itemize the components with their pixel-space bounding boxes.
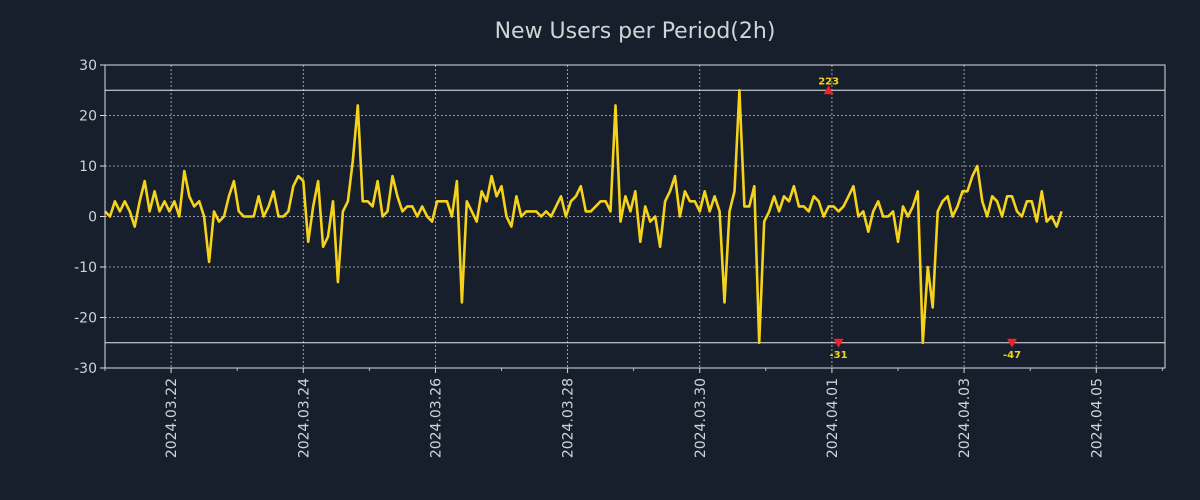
x-tick-label: 2024.04.05 [1089,378,1105,458]
series-layer [104,89,1063,345]
y-tick-label: -30 [74,361,97,377]
y-tick-label: 0 [88,210,97,226]
x-tick-label: 2024.03.30 [693,378,709,458]
y-tick-label: -20 [74,311,97,327]
y-tick-label: 10 [79,159,97,175]
clip-marker [833,338,844,348]
clip-lines [105,89,1165,344]
plot-frame [104,64,1166,369]
x-tick-label: 2024.03.26 [428,378,444,458]
x-tick-label: 2024.03.24 [296,378,312,458]
chart-title: New Users per Period(2h) [495,19,776,44]
clip-annotation-label: 223 [818,76,839,87]
clip-annotation-label: -47 [1003,350,1021,361]
clip-marker [1007,338,1018,348]
annotations: 223 -31 -47 [818,76,1021,361]
x-tick-label: 2024.03.28 [561,378,577,458]
clip-marker [823,85,834,95]
clip-annotation-label: -31 [830,350,848,361]
x-tick-label: 2024.03.22 [164,378,180,458]
x-tick-label: 2024.04.01 [825,378,841,458]
x-tick-label: 2024.04.03 [957,378,973,458]
y-tick-label: 30 [79,58,97,74]
axes: 30 20 10 0 -10 -20 -30 2024.03.22 2024.03.24 2024… [74,58,1166,458]
y-tick-label: -10 [74,260,97,276]
y-tick-label: 20 [79,109,97,125]
series-line [104,89,1063,345]
